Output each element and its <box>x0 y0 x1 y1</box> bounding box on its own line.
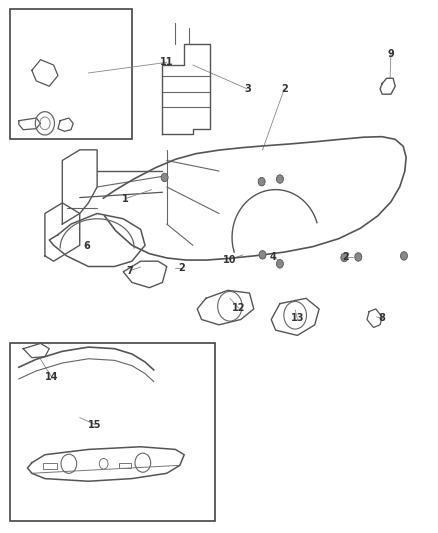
Text: 2: 2 <box>281 84 288 94</box>
Text: 14: 14 <box>45 372 58 382</box>
Circle shape <box>161 173 168 182</box>
Circle shape <box>259 251 266 259</box>
Text: 15: 15 <box>88 419 102 430</box>
Circle shape <box>258 177 265 186</box>
Text: 8: 8 <box>379 313 385 324</box>
Text: 9: 9 <box>388 50 394 59</box>
Bar <box>43 463 57 469</box>
Circle shape <box>276 175 283 183</box>
Circle shape <box>400 252 407 260</box>
Bar <box>10 343 215 521</box>
Bar <box>119 463 131 468</box>
Circle shape <box>341 253 348 262</box>
Text: 2: 2 <box>179 263 185 273</box>
Text: 6: 6 <box>83 241 90 252</box>
Text: 4: 4 <box>270 252 277 262</box>
Bar <box>10 10 132 139</box>
Text: 1: 1 <box>122 193 129 204</box>
Text: 7: 7 <box>127 266 133 276</box>
Text: 2: 2 <box>342 252 349 262</box>
Circle shape <box>276 260 283 268</box>
Text: 10: 10 <box>223 255 237 264</box>
Text: 3: 3 <box>244 84 251 94</box>
Text: 11: 11 <box>160 58 173 67</box>
Text: 13: 13 <box>290 313 304 324</box>
Circle shape <box>355 253 362 261</box>
Text: 12: 12 <box>232 303 245 313</box>
